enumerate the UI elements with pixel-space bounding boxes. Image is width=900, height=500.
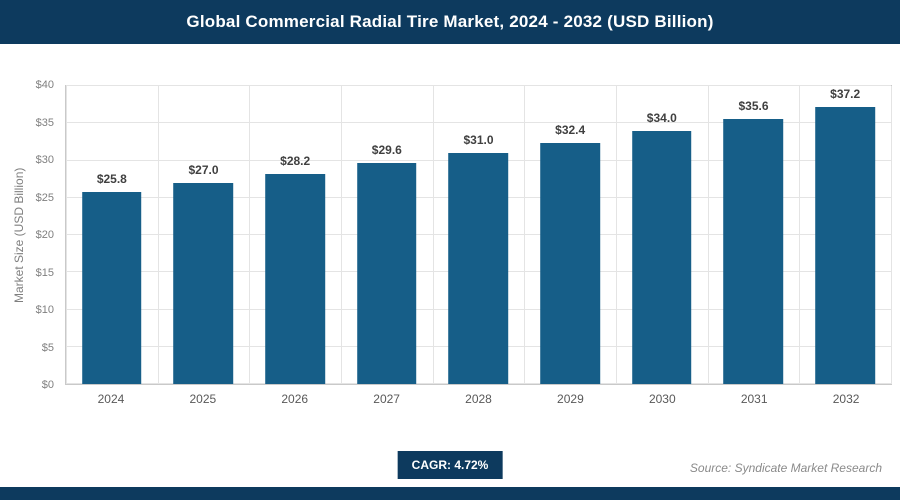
bar-cell: $32.4 — [524, 86, 616, 384]
bar-cell: $29.6 — [341, 86, 433, 384]
v-gridline — [707, 86, 709, 384]
chart-title-banner: Global Commercial Radial Tire Market, 20… — [0, 0, 900, 44]
bar-value-label: $32.4 — [555, 122, 586, 137]
x-axis-ticks: 2024 2025 2026 2027 2028 2029 2030 2031 2032 — [65, 392, 892, 406]
bar — [357, 163, 417, 384]
v-gridline — [891, 86, 892, 384]
v-gridline — [799, 86, 801, 384]
bar-cell: $25.8 — [66, 86, 158, 384]
v-gridline — [432, 86, 434, 384]
y-tick-label: $10 — [35, 304, 54, 316]
v-gridline — [249, 86, 251, 384]
y-tick-label: $15 — [35, 266, 54, 279]
bar-value-label: $28.2 — [280, 153, 311, 168]
x-tick-label: 2026 — [281, 392, 309, 406]
bar-cell: $35.6 — [708, 86, 800, 384]
y-axis-ticks: $0 $5 $10 $15 $20 $25 $30 $35 $40 — [0, 79, 60, 391]
x-tick-label: 2027 — [373, 392, 400, 406]
bar-cell: $37.2 — [799, 86, 891, 384]
source-text: Source: Syndicate Market Research — [689, 461, 882, 475]
v-gridline — [66, 86, 67, 384]
bottom-strip — [0, 487, 900, 500]
bar-value-label: $27.0 — [188, 162, 219, 177]
bar-cell: $34.0 — [616, 86, 708, 384]
bar-value-label: $25.8 — [96, 171, 127, 186]
x-tick-label: 2029 — [557, 392, 584, 406]
x-tick-label: 2024 — [97, 392, 125, 406]
x-tick-label: 2032 — [832, 392, 860, 406]
bar-value-label: $31.0 — [463, 133, 494, 148]
bar-cell: $31.0 — [433, 86, 525, 384]
v-gridline — [615, 86, 617, 384]
bar — [173, 182, 234, 384]
y-tick-label: $5 — [41, 341, 54, 354]
v-gridline — [524, 86, 526, 384]
bar — [815, 106, 875, 384]
v-gridline — [340, 86, 342, 384]
bar-value-label: $34.0 — [646, 110, 677, 125]
y-tick-label: $35 — [35, 116, 54, 129]
x-tick-label: 2025 — [189, 392, 217, 406]
x-tick-label: 2028 — [465, 392, 492, 406]
bar — [540, 142, 600, 384]
y-tick-label: $0 — [41, 379, 54, 391]
h-gridline — [66, 85, 891, 86]
y-tick-label: $25 — [35, 191, 54, 204]
bar-cell: $28.2 — [249, 86, 341, 384]
h-gridline — [66, 122, 891, 124]
bar — [448, 153, 509, 384]
bar-cell: $27.0 — [158, 86, 250, 384]
y-tick-label: $20 — [35, 229, 54, 241]
bar-value-label: $29.6 — [371, 143, 402, 158]
y-tick-label: $30 — [35, 154, 54, 166]
bar-value-label: $35.6 — [738, 98, 769, 113]
bar — [632, 130, 692, 384]
x-tick-label: 2030 — [648, 392, 676, 406]
bar — [82, 191, 142, 384]
bar-value-label: $37.2 — [830, 86, 861, 101]
cagr-badge: CAGR: 4.72% — [397, 451, 503, 479]
y-tick-label: $40 — [35, 79, 54, 91]
chart-title: Global Commercial Radial Tire Market, 20… — [186, 12, 714, 31]
bar — [723, 118, 784, 384]
bar — [265, 173, 325, 384]
x-tick-label: 2031 — [740, 392, 768, 406]
v-gridline — [157, 86, 159, 384]
plot-area: $25.8 $27.0 $28.2 $29.6 $31.0 $32.4 $34.0 $35.6… — [65, 85, 892, 385]
